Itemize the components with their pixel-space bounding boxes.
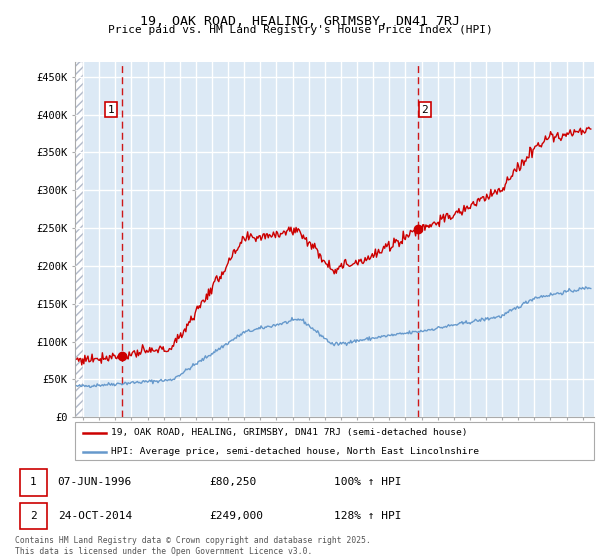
Text: 1: 1 <box>108 105 115 115</box>
Text: 07-JUN-1996: 07-JUN-1996 <box>58 477 132 487</box>
Text: Price paid vs. HM Land Registry's House Price Index (HPI): Price paid vs. HM Land Registry's House … <box>107 25 493 35</box>
Text: Contains HM Land Registry data © Crown copyright and database right 2025.
This d: Contains HM Land Registry data © Crown c… <box>15 536 371 556</box>
Text: 128% ↑ HPI: 128% ↑ HPI <box>334 511 402 521</box>
Text: 2: 2 <box>30 511 37 521</box>
Text: £80,250: £80,250 <box>209 477 256 487</box>
Text: 1: 1 <box>30 477 37 487</box>
Text: 19, OAK ROAD, HEALING, GRIMSBY, DN41 7RJ: 19, OAK ROAD, HEALING, GRIMSBY, DN41 7RJ <box>140 15 460 27</box>
Bar <box>20 503 47 529</box>
Text: £249,000: £249,000 <box>209 511 263 521</box>
Bar <box>20 469 47 496</box>
Text: HPI: Average price, semi-detached house, North East Lincolnshire: HPI: Average price, semi-detached house,… <box>112 447 479 456</box>
Text: 2: 2 <box>422 105 428 115</box>
Text: 19, OAK ROAD, HEALING, GRIMSBY, DN41 7RJ (semi-detached house): 19, OAK ROAD, HEALING, GRIMSBY, DN41 7RJ… <box>112 428 468 437</box>
Text: 100% ↑ HPI: 100% ↑ HPI <box>334 477 402 487</box>
Text: 24-OCT-2014: 24-OCT-2014 <box>58 511 132 521</box>
